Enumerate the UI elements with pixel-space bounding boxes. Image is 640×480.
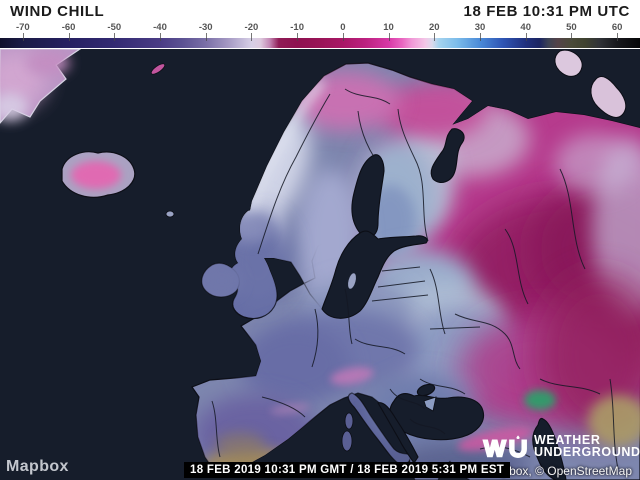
scale-tick-mark (342, 33, 344, 41)
datetime-badge: 18 FEB 2019 10:31 PM GMT / 18 FEB 2019 5… (184, 462, 511, 478)
scale-tick-label: -70 (15, 22, 30, 33)
sardinia-island (341, 430, 353, 452)
iceland-cold-core (71, 161, 121, 189)
legend-header: WIND CHILL 18 FEB 10:31 PM UTC -70 -60 -50… (0, 0, 640, 49)
scale-tick-mark (388, 33, 390, 41)
white-sea (430, 128, 465, 183)
scale-tick-mark (160, 33, 161, 41)
country-borders (211, 88, 619, 470)
scale-tick-mark (617, 33, 619, 41)
scale-tick-mark (480, 33, 481, 41)
scale-tick-label: 60 (611, 22, 623, 33)
scale-tick-label: 50 (566, 22, 577, 33)
scale-tick-mark (571, 33, 573, 41)
mapbox-logo[interactable]: Mapbox (6, 458, 69, 475)
scale-tick-label: 0 (340, 22, 346, 33)
map-attribution[interactable]: © Mapbox, © OpenStreetMap (473, 464, 632, 478)
scale-tick-label: 10 (383, 22, 394, 33)
brand-line-weather: WEATHER (534, 433, 601, 447)
scale-tick-label: -10 (290, 22, 305, 33)
caspian-sea (532, 417, 567, 480)
faroe-islands (165, 210, 175, 218)
greenland-tint (0, 51, 70, 121)
brand-line-underground: UNDERGROUND (534, 444, 640, 459)
scale-tick-mark (68, 33, 70, 41)
scale-tick-mark (525, 33, 527, 41)
scale-tick-label: -40 (153, 22, 167, 33)
scale-tick-label: 40 (520, 22, 531, 33)
scale-tick-label: -50 (107, 22, 122, 33)
scale-tick-mark (297, 33, 299, 41)
interior-seas (321, 128, 567, 480)
baltic-sea (321, 230, 428, 319)
sea-of-azov (416, 383, 436, 397)
utc-timestamp: 18 FEB 10:31 PM UTC (463, 3, 630, 20)
wind-chill-color-scale (0, 38, 640, 48)
scale-tick-mark (22, 33, 24, 41)
europe-wind-chill-map[interactable] (0, 49, 640, 480)
scale-tick-mark (251, 33, 253, 41)
scale-tick-label: -30 (198, 22, 213, 33)
page-title: WIND CHILL (10, 3, 105, 20)
scale-tick-label: 30 (474, 22, 486, 33)
corsica-island (344, 412, 354, 430)
wu-logo-icon (482, 435, 527, 458)
crimea-peninsula (423, 396, 437, 412)
weather-underground-logo: WEATHER UNDERGROUND (481, 431, 640, 463)
adriatic-sea (377, 402, 419, 464)
scale-tick-label: -60 (61, 22, 76, 33)
scale-tick-label: 20 (428, 22, 440, 33)
jan-mayen-island (150, 63, 166, 75)
scale-tick-mark (434, 33, 436, 41)
scale-tick-label: -20 (244, 22, 259, 33)
gotland-island (348, 273, 356, 289)
scale-tick-mark (114, 33, 116, 41)
scale-tick-mark (205, 33, 207, 41)
